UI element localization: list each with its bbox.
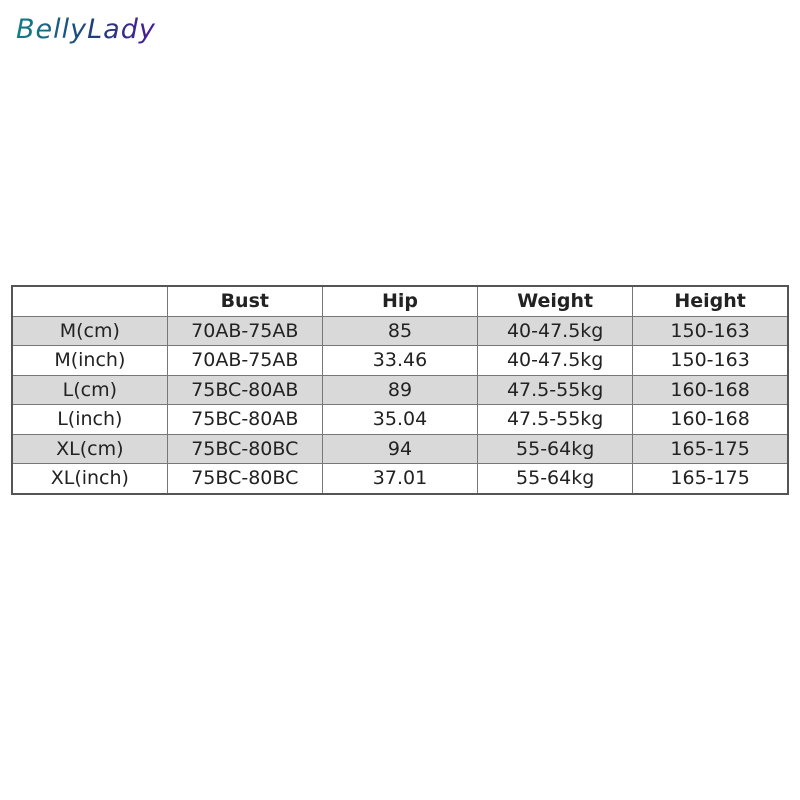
table-row: XL(inch) 75BC-80BC 37.01 55-64kg 165-175 bbox=[11, 463, 789, 494]
table-cell: 55-64kg bbox=[477, 433, 634, 464]
table-cell: 165-175 bbox=[632, 463, 789, 494]
table-cell: 55-64kg bbox=[477, 463, 634, 494]
table-cell: 160-168 bbox=[632, 404, 789, 435]
table-cell: 35.04 bbox=[321, 404, 479, 435]
table-cell: 150-163 bbox=[632, 345, 789, 376]
table-cell: 75BC-80BC bbox=[166, 463, 323, 494]
table-cell: 89 bbox=[321, 374, 479, 405]
table-cell: XL(cm) bbox=[11, 433, 168, 464]
table-cell: 94 bbox=[321, 433, 479, 464]
table-cell: 165-175 bbox=[632, 433, 789, 464]
table-cell: M(cm) bbox=[11, 315, 168, 346]
table-cell: 37.01 bbox=[321, 463, 479, 494]
table-row: M(inch) 70AB-75AB 33.46 40-47.5kg 150-163 bbox=[11, 345, 789, 376]
table-cell: 40-47.5kg bbox=[477, 345, 634, 376]
table-row: XL(cm) 75BC-80BC 94 55-64kg 165-175 bbox=[11, 433, 789, 464]
table-cell: M(inch) bbox=[11, 345, 168, 376]
header-cell bbox=[11, 285, 168, 317]
table-header-row: Bust Hip Weight Height bbox=[11, 285, 789, 317]
header-cell: Height bbox=[632, 285, 789, 317]
brand-logo: BellyLady bbox=[16, 14, 156, 45]
table-cell: XL(inch) bbox=[11, 463, 168, 494]
table-cell: L(cm) bbox=[11, 374, 168, 405]
table-row: L(cm) 75BC-80AB 89 47.5-55kg 160-168 bbox=[11, 374, 789, 405]
table-cell: 70AB-75AB bbox=[166, 345, 323, 376]
header-cell: Hip bbox=[321, 285, 479, 317]
table-cell: 75BC-80BC bbox=[166, 433, 323, 464]
table-cell: 85 bbox=[321, 315, 479, 346]
table-cell: L(inch) bbox=[11, 404, 168, 435]
table-cell: 47.5-55kg bbox=[477, 374, 634, 405]
table-row: L(inch) 75BC-80AB 35.04 47.5-55kg 160-168 bbox=[11, 404, 789, 435]
header-cell: Weight bbox=[477, 285, 634, 317]
header-cell: Bust bbox=[166, 285, 323, 317]
table-cell: 70AB-75AB bbox=[166, 315, 323, 346]
table-cell: 47.5-55kg bbox=[477, 404, 634, 435]
size-chart-table: Bust Hip Weight Height M(cm) 70AB-75AB 85 4… bbox=[11, 285, 789, 495]
table-cell: 150-163 bbox=[632, 315, 789, 346]
table-cell: 40-47.5kg bbox=[477, 315, 634, 346]
table-cell: 75BC-80AB bbox=[166, 374, 323, 405]
table-row: M(cm) 70AB-75AB 85 40-47.5kg 150-163 bbox=[11, 315, 789, 346]
table-cell: 33.46 bbox=[321, 345, 479, 376]
table-cell: 160-168 bbox=[632, 374, 789, 405]
table-cell: 75BC-80AB bbox=[166, 404, 323, 435]
